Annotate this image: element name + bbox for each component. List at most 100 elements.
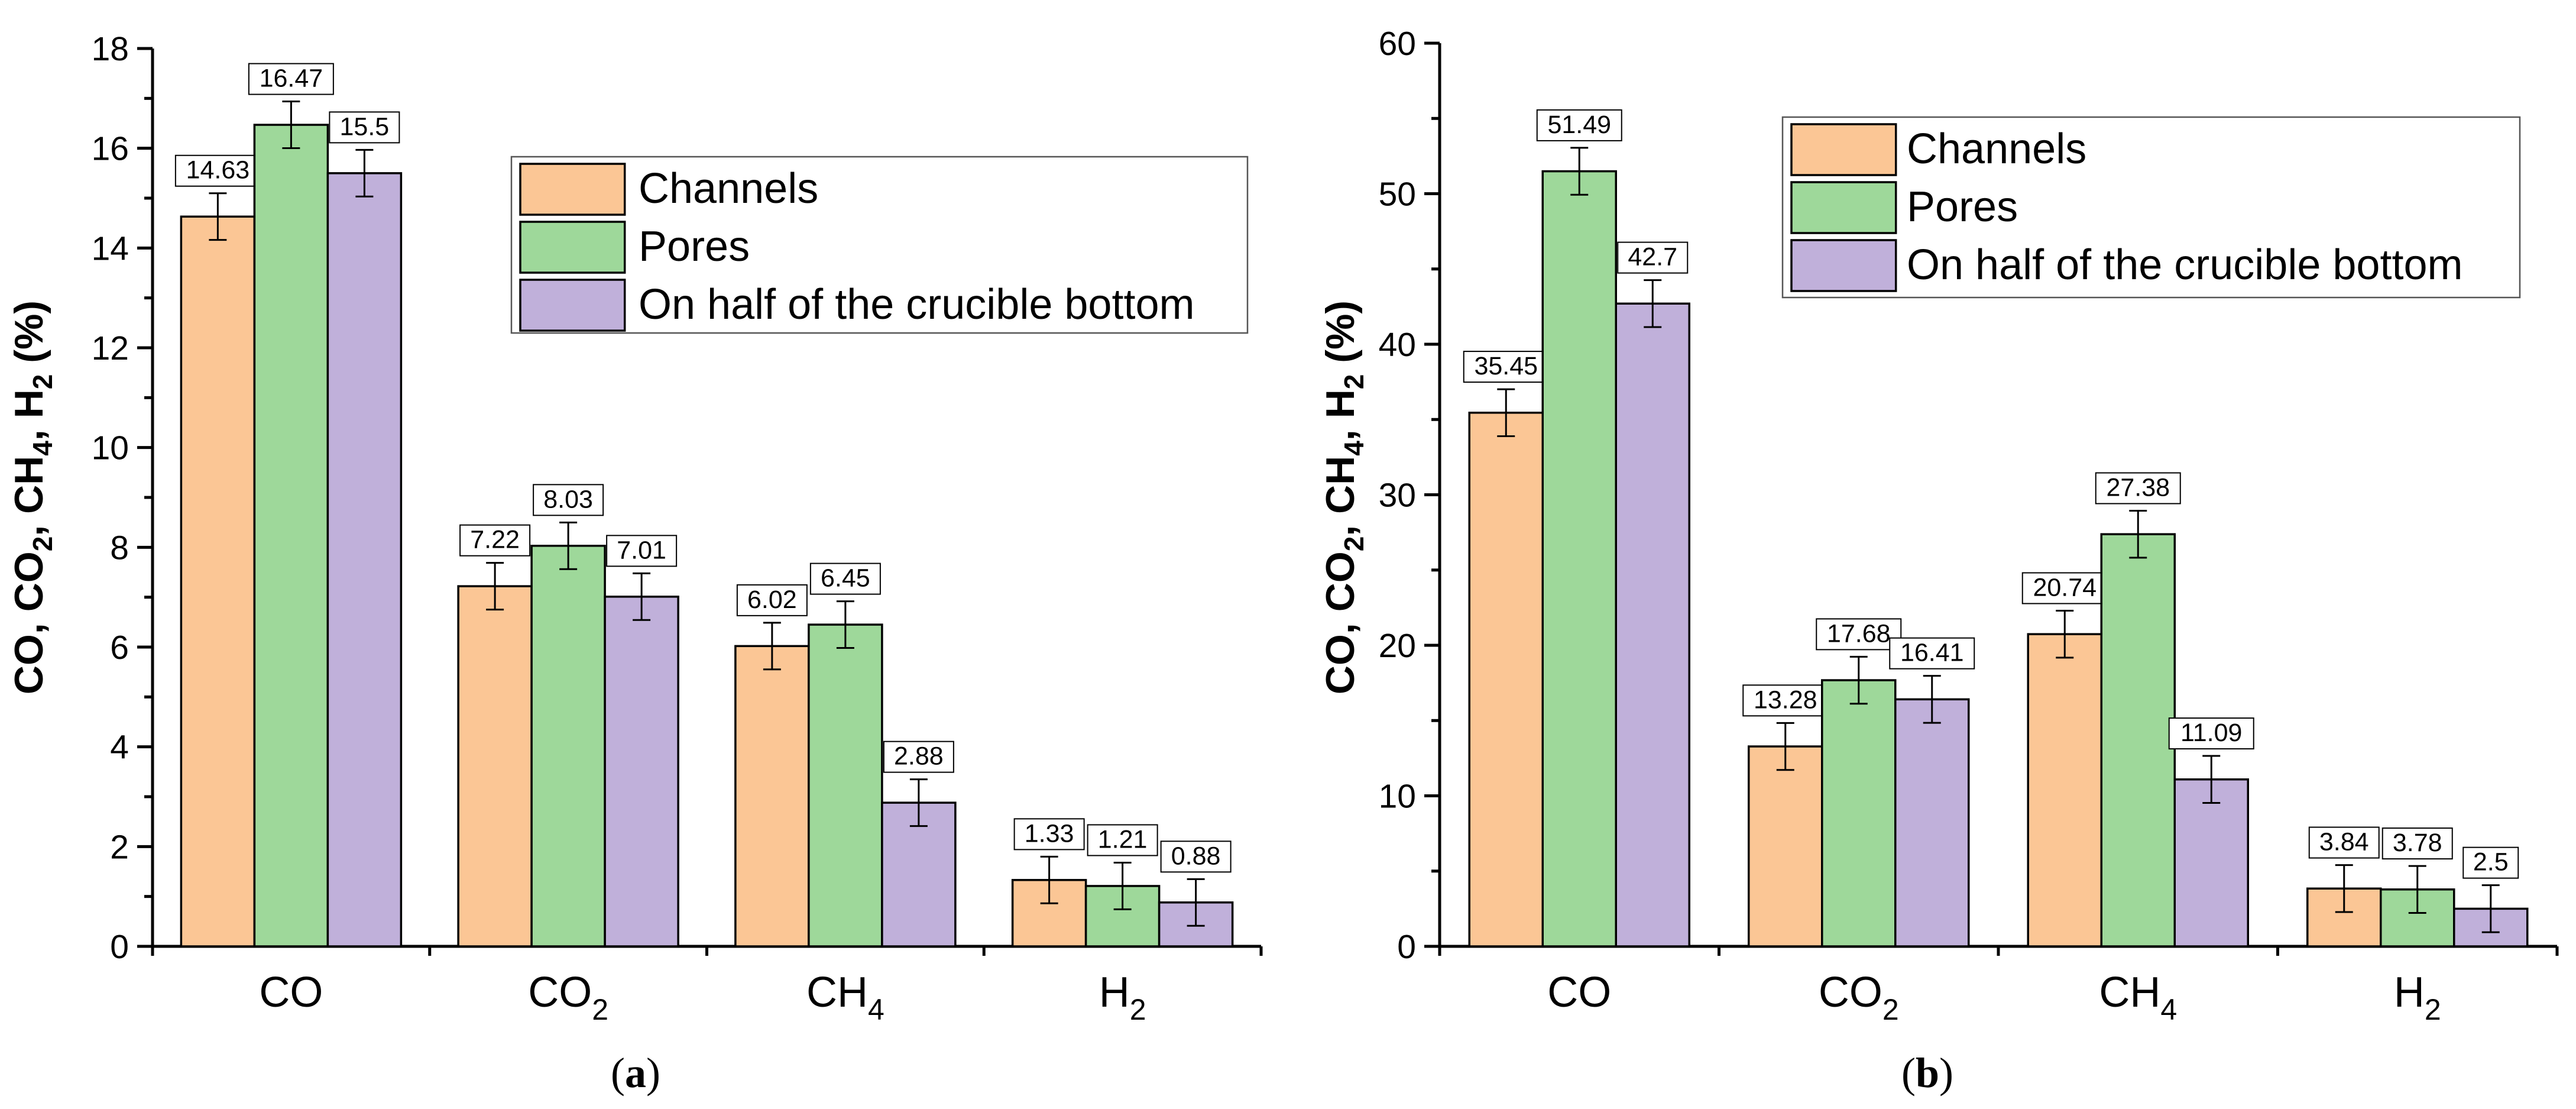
y-tick-label: 0 [1397,928,1416,966]
x-category-label: H2 [2394,969,2441,1026]
error-bar [209,192,227,241]
svg-text:17.68: 17.68 [1827,619,1891,648]
legend-label-channels: Channels [1907,125,2086,173]
bar-channels [180,215,256,948]
data-label: 0.88 [1160,840,1232,873]
svg-text:3.78: 3.78 [2393,829,2442,857]
svg-text:51.49: 51.49 [1547,111,1611,139]
legend: Channels Pores On half of the crucible bot… [510,156,1249,334]
error-bar [763,622,781,671]
x-category-label: CH4 [2099,969,2177,1026]
data-label: 3.84 [2308,826,2380,859]
svg-text:14.63: 14.63 [186,156,250,185]
error-bar [355,148,374,198]
data-label: 1.21 [1087,824,1158,856]
x-category-label: CH4 [806,969,884,1026]
bar-bottom [2173,778,2249,948]
legend-label-channels: Channels [639,165,818,212]
svg-text:6.02: 6.02 [747,586,797,614]
data-label: 14.63 [174,154,261,187]
error-bar [1923,675,1941,724]
data-label: 7.22 [459,524,531,557]
error-bar [282,101,300,149]
svg-text:7.01: 7.01 [617,536,666,564]
svg-text:20.74: 20.74 [2033,573,2097,602]
svg-text:15.5: 15.5 [340,112,390,141]
x-category-label: CO2 [528,969,608,1026]
data-label: 13.28 [1742,684,1829,717]
legend-swatch-bottom [519,279,626,332]
svg-text:2.88: 2.88 [894,742,944,771]
data-label: 1.33 [1013,818,1085,851]
svg-text:1.21: 1.21 [1098,825,1148,853]
bar-bottom [1894,698,1970,948]
error-bar [2129,509,2147,559]
error-bar [633,572,651,621]
error-bar [909,778,928,827]
svg-text:16.47: 16.47 [260,64,323,93]
error-bar [2481,884,2500,933]
error-bar [1113,861,1132,910]
y-tick-label: 10 [92,429,129,467]
y-tick-label: 30 [1379,477,1416,515]
data-label: 6.02 [736,584,808,616]
error-bar [1849,655,1868,705]
x-category-label: CO2 [1819,969,1899,1026]
data-label: 8.03 [533,484,604,516]
panel-caption: (a) [611,1049,660,1097]
error-bar [1497,388,1515,437]
legend-swatch-pores [519,221,626,274]
chart-panel-b: 0 10 20 30 40 50 60 CO, CO2, CH4, H2 (%) CO CO2 CH… [1318,25,2559,1097]
error-bar [836,600,854,649]
error-bar [2335,864,2353,913]
data-label: 2.88 [883,741,954,773]
data-label: 16.41 [1889,637,1975,670]
error-bar [2408,865,2426,914]
svg-text:35.45: 35.45 [1474,352,1538,380]
error-bar [1040,855,1058,904]
y-tick-label: 60 [1379,25,1416,63]
bar-bottom [1615,302,1690,948]
y-tick-label: 14 [92,229,129,267]
bar-bottom [604,596,679,948]
y-tick-label: 10 [1379,778,1416,816]
bar-pores [1541,170,1617,948]
legend-label-bottom: On half of the crucible bottom [1907,241,2463,289]
data-label: 3.78 [2381,827,2453,860]
y-tick-label: 18 [92,30,129,68]
y-axis-label: CO, CO2, CH4, H2 (%) [7,300,58,694]
legend: Channels Pores On half of the crucible bot… [1781,116,2521,299]
y-axis-label: CO, CO2, CH4, H2 (%) [1318,300,1369,694]
svg-text:42.7: 42.7 [1628,243,1677,271]
error-bar [2056,609,2074,659]
y-tick-label: 40 [1379,326,1416,364]
data-label: 6.45 [809,562,881,595]
legend-swatch-pores [1790,181,1897,234]
data-label: 7.01 [606,535,678,567]
data-label: 15.5 [329,111,400,144]
error-bar [1644,279,1662,328]
legend-swatch-bottom [1790,239,1897,292]
error-bar [1187,878,1205,927]
bar-bottom [326,172,403,948]
svg-text:2.5: 2.5 [2473,848,2509,877]
bar-channels [1748,745,1823,948]
bar-channels [1468,412,1544,948]
y-tick-label: 16 [92,130,129,168]
chart-panel-a: 0 2 4 6 8 10 12 14 16 18 CO, CO2, CH4, H2 (%) CO CO2… [7,30,1263,1097]
y-tick-label: 12 [92,329,129,367]
legend-label-bottom: On half of the crucible bottom [639,281,1195,328]
panel-caption: (b) [1901,1049,1953,1097]
error-bar [2202,755,2221,804]
data-label: 51.49 [1536,109,1622,141]
x-category-label: H2 [1099,969,1146,1026]
bar-channels [457,585,533,948]
svg-text:3.84: 3.84 [2319,828,2369,856]
data-label: 42.7 [1617,241,1689,274]
y-tick-label: 6 [110,629,129,667]
svg-text:13.28: 13.28 [1754,686,1817,714]
x-category-label: CO [1547,969,1611,1016]
bar-channels [2027,633,2102,948]
data-label: 20.74 [2021,572,2108,604]
bar-pores [530,545,606,948]
